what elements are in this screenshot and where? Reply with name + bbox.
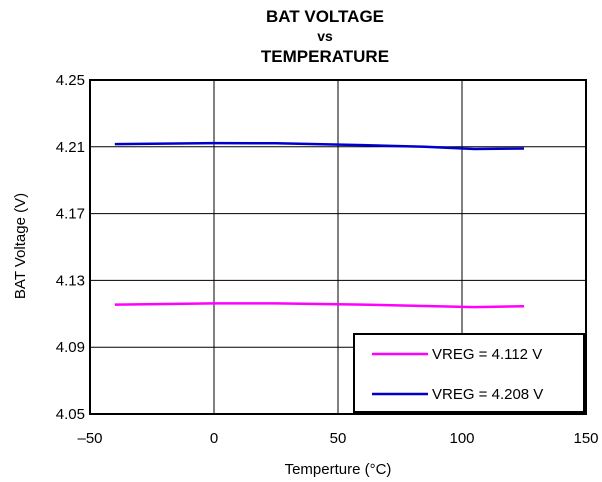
x-tick-label: –50 xyxy=(77,430,102,447)
y-axis-label: BAT Voltage (V) xyxy=(12,193,29,299)
series-layer xyxy=(114,141,525,309)
y-axis-ticks: 4.05 4.09 4.13 4.17 4.21 4.25 xyxy=(56,72,85,423)
chart-title-line-1: BAT VOLTAGE xyxy=(266,7,384,26)
x-tick-label: 50 xyxy=(330,430,347,447)
x-tick-label: 0 xyxy=(210,430,218,447)
x-tick-label: 100 xyxy=(449,430,474,447)
plot-frame xyxy=(89,79,587,415)
chart-title: BAT VOLTAGE vs TEMPERATURE xyxy=(261,7,389,66)
legend-label-2: VREG = 4.208 V xyxy=(432,386,543,403)
x-axis-ticks: –50 0 50 100 150 xyxy=(77,430,598,447)
x-tick-label: 150 xyxy=(573,430,598,447)
y-tick-label: 4.17 xyxy=(56,206,85,223)
y-tick-label: 4.05 xyxy=(56,406,85,423)
y-tick-label: 4.13 xyxy=(56,272,85,289)
series-line-2 xyxy=(114,141,525,151)
chart-title-line-3: TEMPERATURE xyxy=(261,47,389,66)
x-axis-label: Temperture (°C) xyxy=(285,461,392,478)
chart-title-line-2: vs xyxy=(317,28,333,44)
legend-box xyxy=(353,333,585,413)
series-line-1 xyxy=(114,302,525,309)
y-tick-label: 4.21 xyxy=(56,139,85,156)
grid-lines xyxy=(90,80,586,414)
legend: VREG = 4.112 V VREG = 4.208 V xyxy=(353,333,585,413)
y-tick-label: 4.09 xyxy=(56,339,85,356)
legend-label-1: VREG = 4.112 V xyxy=(432,346,542,363)
y-tick-label: 4.25 xyxy=(56,72,85,89)
